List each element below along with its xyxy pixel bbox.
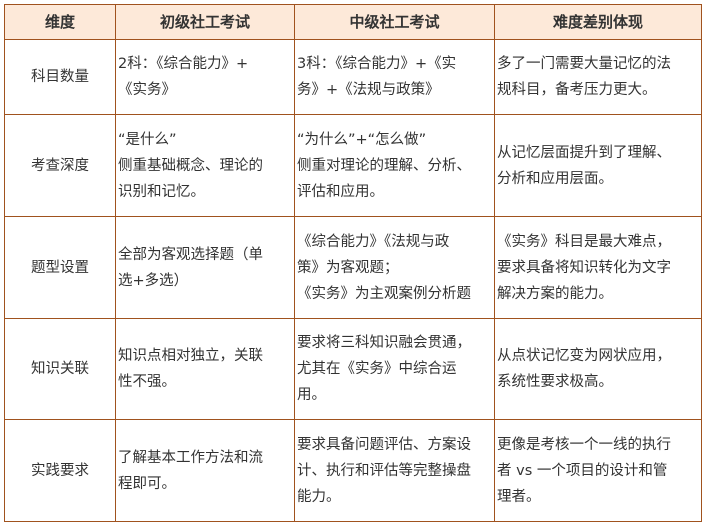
junior-cell: 知识点相对独立，关联 性不强。 [115, 318, 295, 420]
table-row: 知识关联 知识点相对独立，关联 性不强。 要求将三科知识融会贯通， 尤其在《实务》中综合… [4, 318, 702, 420]
cell-text-line: 尤其在《实务》中综合运 [297, 361, 457, 377]
header-junior: 初级社工考试 [115, 4, 295, 40]
diff-cell: 更像是考核一个一线的执行者 vs 一个项目的设计和管 理者。 [494, 419, 702, 522]
cell-text-line: 解决方案的能力。 [497, 285, 613, 302]
cell-text-line: 策》为客观题； [297, 259, 399, 276]
mid-cell: 要求具备问题评估、方案设 计、执行和评估等完整操盘 能力。 [294, 419, 495, 522]
cell-text-line: 侧重对理论的理解、分析、 [297, 157, 471, 174]
cell-text-line: 识别和记忆。 [118, 183, 205, 200]
cell-text-line: 选+多选） [118, 272, 189, 289]
table-row: 题型设置 全部为客观选择题（单 选+多选） 《综合能力》《法规与政 策》为客观题； 《实务… [4, 216, 702, 319]
cell-text-line: 用。 [297, 387, 326, 403]
comparison-table: 维度 初级社工考试 中级社工考试 难度差别体现 科目数量 2科：《综合能力》+ 《实… [4, 4, 702, 522]
mid-cell: 要求将三科知识融会贯通， 尤其在《实务》中综合运 用。 [294, 318, 495, 420]
cell-text-line: 分析和应用层面。 [497, 170, 613, 187]
mid-cell: “为什么”+“怎么做” 侧重对理论的理解、分析、 评估和应用。 [294, 114, 495, 217]
cell-text-line: “为什么”+“怎么做” [297, 131, 427, 148]
cell-text-line: “是什么” [118, 131, 177, 148]
table-row: 科目数量 2科：《综合能力》+ 《实务》 3科：《综合能力》+《实 务》+《法规与政策》… [4, 39, 702, 115]
junior-cell: “是什么” 侧重基础概念、理论的 识别和记忆。 [115, 114, 295, 217]
header-difference: 难度差别体现 [494, 4, 702, 40]
cell-text-line: 程即可。 [118, 475, 176, 492]
cell-text-line: 者 vs 一个项目的设计和管 [497, 462, 668, 479]
mid-cell: 3科：《综合能力》+《实 务》+《法规与政策》 [294, 39, 495, 115]
cell-text-line: 能力。 [297, 488, 341, 505]
cell-text-line: 规科目，备考压力更大。 [497, 82, 657, 98]
junior-cell: 全部为客观选择题（单 选+多选） [115, 216, 295, 319]
dimension-cell: 考查深度 [4, 114, 116, 217]
dimension-cell: 实践要求 [4, 419, 116, 522]
dimension-cell: 题型设置 [4, 216, 116, 319]
junior-cell: 了解基本工作方法和流 程即可。 [115, 419, 295, 522]
diff-cell: 从记忆层面提升到了理解、 分析和应用层面。 [494, 114, 702, 217]
cell-text-line: 《实务》为主观案例分析题 [297, 285, 471, 302]
cell-text-line: 要求具备问题评估、方案设 [297, 436, 471, 453]
junior-cell: 2科：《综合能力》+ 《实务》 [115, 39, 295, 115]
cell-text-line: 侧重基础概念、理论的 [118, 157, 263, 174]
header-dimension: 维度 [4, 4, 116, 40]
header-row: 维度 初级社工考试 中级社工考试 难度差别体现 [4, 4, 702, 40]
cell-text-line: 从点状记忆变为网状应用， [497, 348, 671, 364]
table-row: 考查深度 “是什么” 侧重基础概念、理论的 识别和记忆。 “为什么”+“怎么做” 侧重对理… [4, 114, 702, 217]
cell-text-line: 《实务》 [118, 82, 176, 98]
cell-text-line: 了解基本工作方法和流 [118, 449, 263, 466]
diff-cell: 多了一门需要大量记忆的法 规科目，备考压力更大。 [494, 39, 702, 115]
header-intermediate: 中级社工考试 [294, 4, 495, 40]
dimension-cell: 知识关联 [4, 318, 116, 420]
dimension-cell: 科目数量 [4, 39, 116, 115]
cell-text-line: 要求具备将知识转化为文字 [497, 259, 671, 276]
cell-text-line: 《综合能力》《法规与政 [297, 233, 450, 250]
diff-cell: 《实务》科目是最大难点， 要求具备将知识转化为文字 解决方案的能力。 [494, 216, 702, 319]
diff-cell: 从点状记忆变为网状应用， 系统性要求极高。 [494, 318, 702, 420]
cell-text-line: 系统性要求极高。 [497, 374, 613, 390]
cell-text-line: 评估和应用。 [297, 183, 384, 200]
cell-text-line: 2科：《综合能力》+ [118, 56, 249, 72]
cell-text-line: 更像是考核一个一线的执行 [497, 436, 671, 453]
cell-text-line: 务》+《法规与政策》 [297, 82, 440, 98]
cell-text-line: 知识点相对独立，关联 [118, 348, 263, 364]
cell-text-line: 从记忆层面提升到了理解、 [497, 144, 671, 161]
cell-text-line: 3科：《综合能力》+《实 [297, 56, 457, 72]
table-row: 实践要求 了解基本工作方法和流 程即可。 要求具备问题评估、方案设 计、执行和评估等完整… [4, 419, 702, 522]
mid-cell: 《综合能力》《法规与政 策》为客观题； 《实务》为主观案例分析题 [294, 216, 495, 319]
cell-text-line: 要求将三科知识融会贯通， [297, 335, 471, 351]
cell-text-line: 多了一门需要大量记忆的法 [497, 56, 671, 72]
cell-text-line: 理者。 [497, 488, 541, 505]
cell-text-line: 《实务》科目是最大难点， [497, 233, 671, 250]
cell-text-line: 性不强。 [118, 374, 176, 390]
cell-text-line: 全部为客观选择题（单 [118, 246, 263, 263]
cell-text-line: 计、执行和评估等完整操盘 [297, 462, 471, 479]
